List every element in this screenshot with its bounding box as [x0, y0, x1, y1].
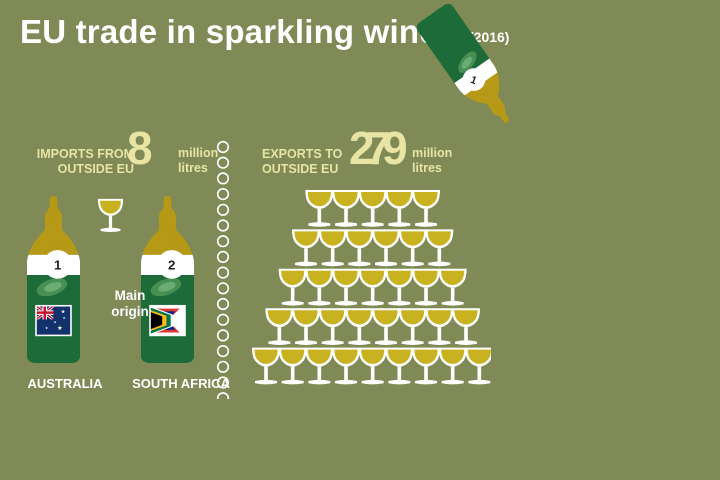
svg-text:1: 1: [54, 257, 61, 272]
svg-text:2: 2: [168, 257, 175, 272]
